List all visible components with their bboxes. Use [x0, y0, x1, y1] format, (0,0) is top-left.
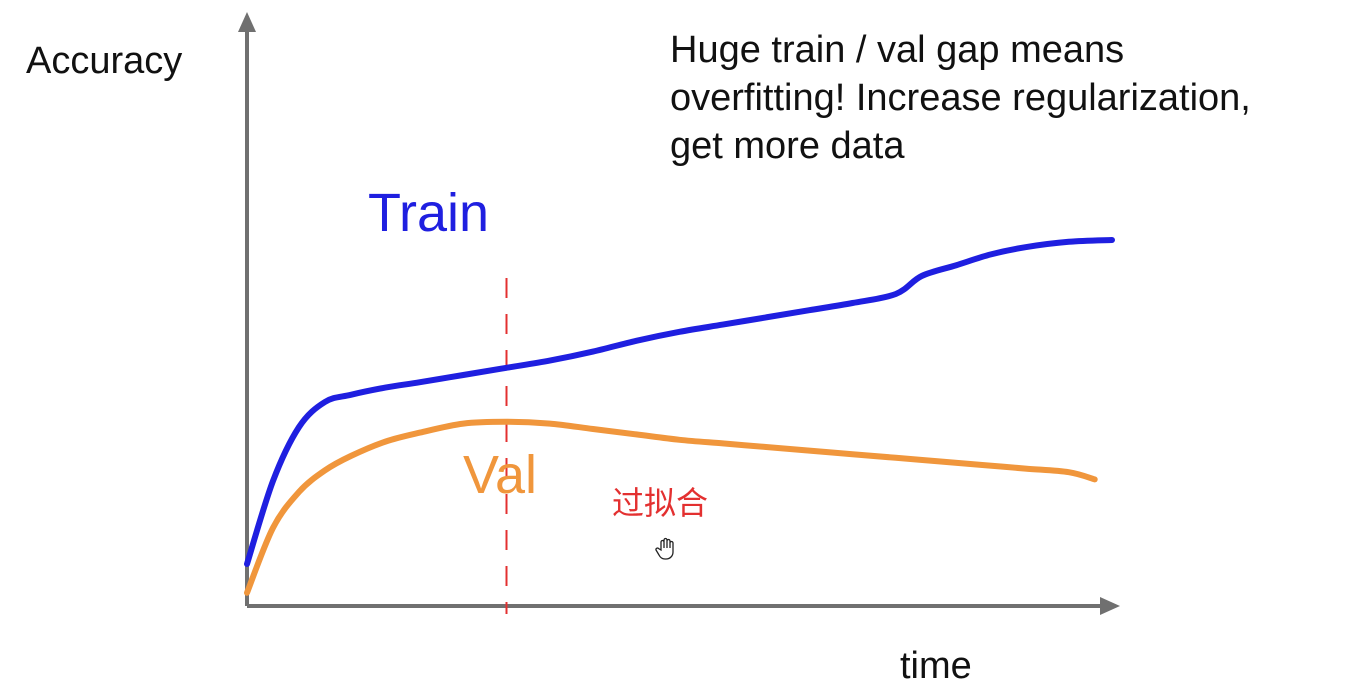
series-layer: [244, 237, 1115, 596]
annotation-line: get more data: [670, 125, 905, 167]
y-axis-label: Accuracy: [26, 40, 183, 82]
series-line-val: [244, 418, 1098, 596]
handwritten-note: 过拟合: [612, 484, 709, 522]
annotation-line: Huge train / val gap means: [670, 29, 1125, 71]
axes: [238, 12, 1120, 615]
annotation-line: overfitting! Increase regularization,: [670, 77, 1251, 119]
hand-cursor-icon: [654, 536, 680, 567]
x-axis-label: time: [900, 645, 972, 687]
annotation-text: Huge train / val gap means overfitting! …: [670, 26, 1251, 170]
series-line-train: [244, 237, 1115, 567]
x-axis-arrowhead: [1100, 597, 1120, 615]
series-label-train: Train: [368, 183, 490, 243]
series-label-val: Val: [463, 445, 538, 505]
y-axis-arrowhead: [238, 12, 256, 32]
